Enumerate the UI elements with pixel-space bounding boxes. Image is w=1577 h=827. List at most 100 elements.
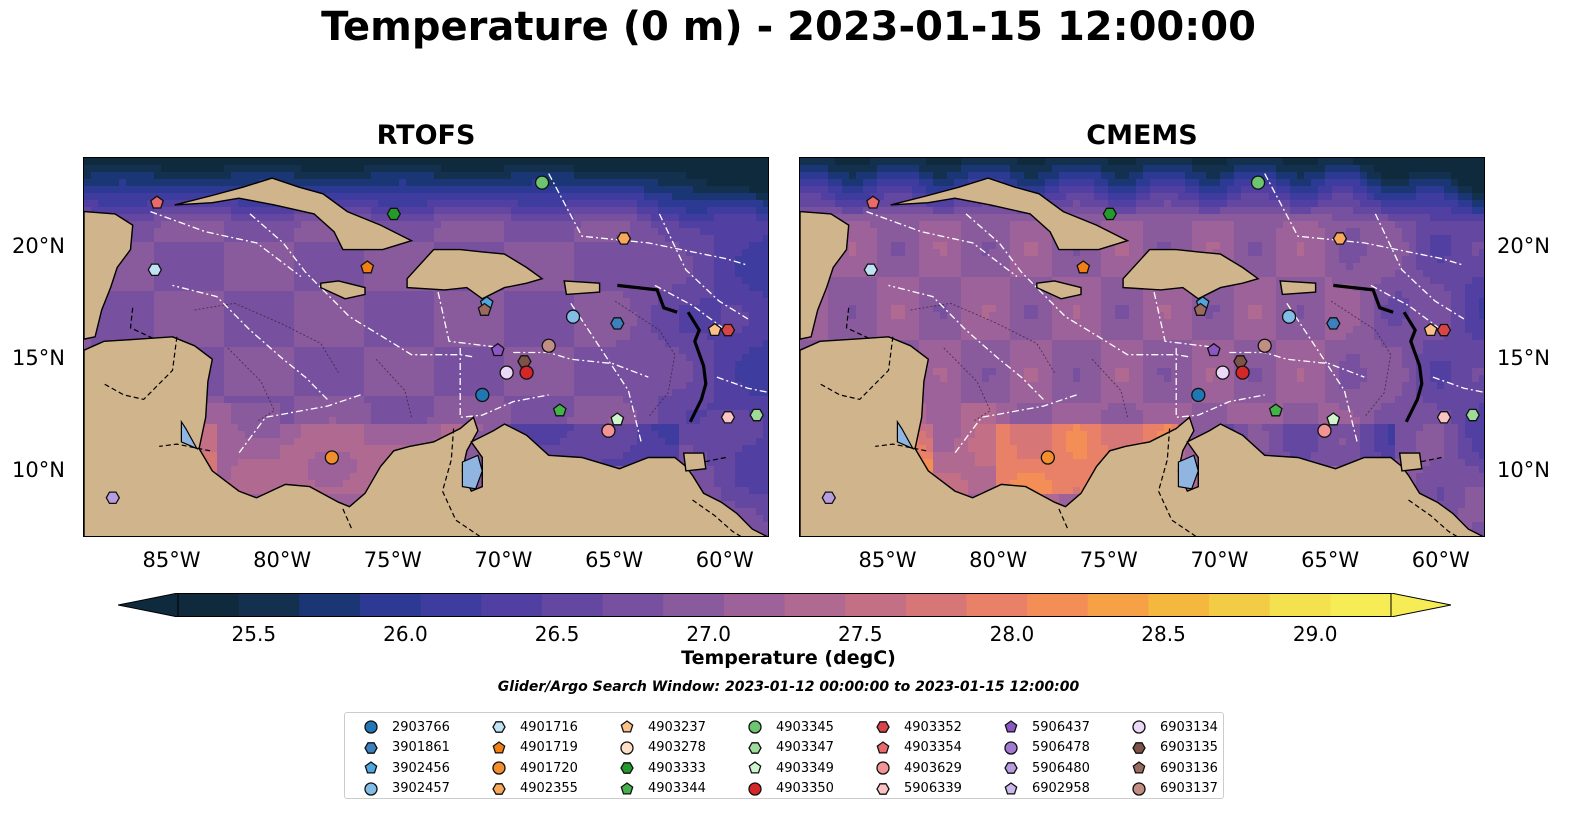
legend-marker-hexagon: [876, 721, 890, 734]
legend-marker-circle: [364, 720, 378, 734]
legend-item: 4903237: [607, 717, 706, 738]
eez-boundaries: [150, 173, 768, 454]
legend-label: 3902456: [392, 760, 450, 776]
legend-item: 5906437: [991, 717, 1090, 738]
float-marker-4903354: [866, 195, 880, 209]
legend-column: 4903345 4903347 4903349 4903350: [735, 717, 834, 799]
colorbar-segment: [602, 593, 664, 617]
colorbar-tick-label: 26.5: [534, 622, 580, 646]
legend-marker-pentagon: [1132, 761, 1146, 774]
legend-label: 6903135: [1160, 740, 1218, 756]
legend-label: 4901719: [520, 740, 578, 756]
colorbar-segment: [784, 593, 846, 617]
legend-marker-circle: [748, 782, 762, 796]
legend-marker-hexagon: [1004, 762, 1018, 775]
land-masses: [84, 177, 768, 536]
legend-marker-circle: [364, 782, 378, 796]
colorbar-tick-label: 25.5: [231, 622, 277, 646]
float-marker-4901720: [1040, 450, 1055, 465]
map-panel-rtofs: [83, 157, 769, 537]
map-canvas-cmems: [800, 158, 1484, 536]
x-tick-label: 60°W: [695, 548, 754, 572]
legend-item: 3902457: [351, 779, 450, 800]
float-markers: [105, 175, 764, 505]
legend-item: 4903352: [863, 717, 962, 738]
x-tick-label: 70°W: [1190, 548, 1249, 572]
legend-item: 6903137: [1119, 779, 1218, 800]
float-markers: [821, 175, 1480, 505]
legend-marker-pentagon: [364, 761, 378, 774]
legend-item: 4903344: [607, 779, 706, 800]
legend-marker-pentagon: [748, 761, 762, 774]
legend-marker-hexagon: [748, 741, 762, 754]
colorbar-segment: [299, 593, 361, 617]
float-marker-4903237: [1423, 322, 1438, 337]
legend-column: 5906437 5906478 5906480 6902958: [991, 717, 1090, 799]
y-tick-label-left: 10°N: [12, 457, 65, 482]
legend-label: 5906339: [904, 781, 962, 797]
colorbar-label: Temperature (degC): [681, 647, 896, 669]
legend-label: 4903347: [776, 740, 834, 756]
float-marker-4903345: [534, 175, 550, 190]
legend-item: 4903629: [863, 758, 962, 779]
legend-column: 4903237 4903278 4903333 4903344: [607, 717, 706, 799]
colorbar-segment: [663, 593, 725, 617]
legend-item: 3901861: [351, 738, 450, 759]
legend-marker-pentagon: [620, 781, 634, 795]
legend-marker-circle: [620, 741, 634, 755]
legend-label: 4903352: [904, 719, 962, 735]
float-marker-5906480: [105, 491, 121, 505]
legend-label: 6902958: [1032, 781, 1090, 797]
legend-label: 3901861: [392, 740, 450, 756]
float-marker-3901861: [610, 317, 625, 330]
legend-item: 5906480: [991, 758, 1090, 779]
legend-column: 6903134 6903135 6903136 6903137: [1119, 717, 1218, 799]
float-marker-6903137: [1257, 338, 1272, 353]
legend-item: 4901716: [479, 717, 578, 738]
legend-item: 4903349: [735, 758, 834, 779]
legend-column: 4901716 4901719 4901720 4902355: [479, 717, 578, 799]
float-marker-4903352: [720, 323, 736, 337]
colorbar-segment: [1209, 593, 1271, 617]
legend-marker-pentagon: [492, 740, 506, 754]
colorbar-segment: [178, 593, 240, 617]
legend-marker-hexagon: [620, 762, 634, 775]
float-marker-4903352: [1436, 323, 1452, 337]
x-tick-label: 70°W: [474, 548, 533, 572]
legend-label: 4903629: [904, 760, 962, 776]
legend-marker-pentagon: [876, 740, 890, 754]
legend-item: 4901720: [479, 758, 578, 779]
colorbar-segment: [723, 593, 786, 617]
float-marker-4903349: [610, 412, 625, 426]
eez-boundaries: [866, 173, 1484, 454]
float-marker-6903137: [541, 338, 556, 353]
x-tick-label: 65°W: [585, 548, 644, 572]
float-marker-4901716: [147, 263, 163, 277]
float-marker-4903349: [1326, 412, 1341, 426]
colorbar-tick-label: 28.0: [989, 622, 1035, 646]
legend-label: 6903136: [1160, 760, 1218, 776]
y-tick-label-right: 15°N: [1497, 346, 1550, 371]
float-marker-4901719: [360, 260, 375, 274]
legend-item: 2903766: [351, 717, 450, 738]
legend-label: 4903344: [648, 781, 706, 797]
float-marker-4903347: [749, 408, 764, 422]
legend-marker-hexagon: [1132, 741, 1146, 754]
legend-label: 4903349: [776, 760, 834, 776]
legend-item: 4903347: [735, 738, 834, 759]
float-marker-4903333: [1102, 207, 1118, 221]
legend-item: 5906478: [991, 738, 1090, 759]
float-marker-4901716: [863, 263, 879, 277]
country-borders: [819, 307, 1458, 536]
x-tick-label: 85°W: [858, 548, 917, 572]
float-marker-6903136: [477, 302, 492, 316]
legend-marker-pentagon: [620, 720, 634, 733]
colorbar-segment: [1027, 593, 1089, 617]
legend-marker-pentagon: [1004, 720, 1018, 733]
legend-marker-circle: [1004, 741, 1018, 755]
legend-marker-hexagon: [492, 782, 506, 795]
x-tick-label: 60°W: [1411, 548, 1470, 572]
legend-label: 5906437: [1032, 719, 1090, 735]
panel-title-rtofs: RTOFS: [376, 120, 476, 151]
y-tick-label-left: 20°N: [12, 234, 65, 259]
